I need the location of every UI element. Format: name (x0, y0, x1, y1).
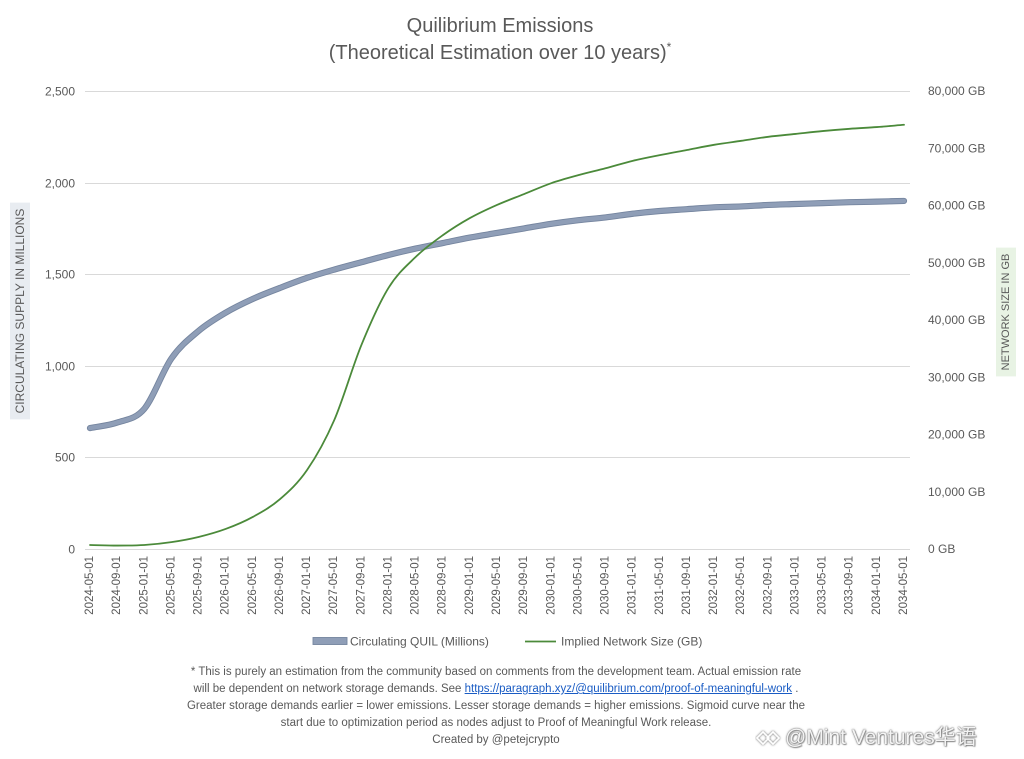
chart-subtitle-text: (Theoretical Estimation over 10 years) (328, 42, 667, 64)
y2-tick-label: 10,000 GB (928, 485, 985, 499)
x-tick-label: 2029-05-01 (491, 556, 503, 615)
y2-tick-label: 50,000 GB (928, 256, 985, 270)
x-tick-label: 2027-05-01 (328, 556, 340, 615)
footnote-link[interactable]: https://paragraph.xyz/@quilibrium.com/pr… (464, 683, 793, 695)
footnote-credit: Created by @petejcrypto (432, 734, 560, 746)
x-tick-label: 2034-05-01 (898, 556, 910, 615)
y-tick-label: 0 (68, 543, 75, 557)
x-tick-label: 2028-05-01 (410, 556, 422, 615)
y2-tick-label: 60,000 GB (928, 199, 985, 213)
y2-tick-label: 40,000 GB (928, 313, 985, 327)
x-tick-label: 2024-09-01 (111, 556, 123, 615)
y-tick-label: 500 (55, 451, 75, 465)
x-tick-label: 2027-01-01 (301, 556, 313, 615)
y-axis-title: CIRCULATING SUPPLY IN MILLIONS (13, 209, 27, 414)
y2-tick-label: 20,000 GB (928, 428, 985, 442)
legend-label-implied-network-size: Implied Network Size (GB) (561, 635, 702, 649)
gridlines (85, 91, 910, 550)
y-tick-label: 1,500 (45, 268, 75, 282)
x-tick-label: 2027-09-01 (355, 556, 367, 615)
footnote-line-1: * This is purely an estimation from the … (190, 666, 802, 678)
x-tick-label: 2030-01-01 (545, 556, 557, 615)
series-line-implied-network-size (89, 123, 905, 547)
x-tick-label: 2024-05-01 (84, 556, 96, 615)
x-tick-label: 2028-01-01 (382, 556, 394, 615)
series-line-circulating-quil (87, 198, 907, 431)
x-tick-label: 2026-05-01 (247, 556, 259, 615)
y-tick-label: 2,000 (45, 177, 75, 191)
x-tick-label: 2025-09-01 (193, 556, 205, 615)
x-tick-label: 2032-01-01 (708, 556, 720, 615)
x-tick-label: 2030-09-01 (600, 556, 612, 615)
y2-tick-label: 70,000 GB (928, 141, 985, 155)
x-tick-label: 2031-01-01 (627, 556, 639, 615)
y2-tick-label: 0 GB (928, 542, 955, 556)
y2-tick-label: 30,000 GB (928, 370, 985, 384)
x-tick-label: 2028-09-01 (437, 556, 449, 615)
x-tick-label: 2025-01-01 (138, 556, 150, 615)
legend-label-circulating-quil: Circulating QUIL (Millions) (350, 635, 489, 649)
x-tick-label: 2031-05-01 (654, 556, 666, 615)
legend-swatch-circulating-quil (312, 637, 348, 645)
y2-tick-label: 80,000 GB (928, 84, 985, 98)
watermark-text: @Mint Ventures华语 (785, 726, 977, 749)
x-tick-label: 2026-09-01 (274, 556, 286, 615)
watermark: @Mint Ventures华语 (755, 724, 1021, 752)
x-tick-label: 2025-05-01 (165, 556, 177, 615)
x-tick-label: 2029-01-01 (464, 556, 476, 615)
legend: Circulating QUIL (Millions) Implied Netwo… (312, 635, 702, 649)
x-tick-label: 2026-01-01 (220, 556, 232, 615)
y2-axis-title-background (996, 247, 1016, 377)
footnote-line-3: Greater storage demands earlier = lower … (186, 700, 806, 712)
x-tick-label: 2033-09-01 (844, 556, 856, 615)
footnote: * This is purely an estimation from the … (0, 664, 992, 749)
x-tick-label: 2034-01-01 (871, 556, 883, 615)
chart-subtitle: (Theoretical Estimation over 10 years)* (0, 41, 1000, 65)
y-axis-title-group: CIRCULATING SUPPLY IN MILLIONS (10, 202, 30, 420)
y-axis-title-background (10, 202, 30, 420)
x-tick-label: 2033-05-01 (817, 556, 829, 615)
axis-titles: CIRCULATING SUPPLY IN MILLIONS NETWORK SI… (10, 202, 1016, 420)
y2-axis-title-group: NETWORK SIZE IN GB (996, 247, 1016, 377)
footnote-line-2: will be dependent on network storage dem… (0, 681, 992, 698)
footnote-marker: * (666, 40, 672, 54)
footnote-line-4: start due to optimization period as node… (280, 717, 712, 729)
x-axis-ticks: 2024-05-01 2024-09-01 2025-01-01 2025-05-01… (84, 556, 910, 615)
x-tick-label: 2029-09-01 (518, 556, 530, 615)
mint-ventures-logo-icon (755, 730, 781, 746)
x-tick-label: 2030-05-01 (572, 556, 584, 615)
y-tick-label: 2,500 (45, 85, 75, 99)
left-axis-ticks: 0 500 1,000 1,500 2,000 2,500 (45, 85, 75, 557)
footnote-line-2-end: . (795, 683, 799, 695)
x-tick-label: 2031-09-01 (681, 556, 693, 615)
x-tick-label: 2032-09-01 (762, 556, 774, 615)
y-tick-label: 1,000 (45, 360, 75, 374)
plot-series (86, 123, 908, 547)
footnote-line-2-text: will be dependent on network storage dem… (193, 683, 462, 695)
right-axis-ticks: 0 GB 10,000 GB 20,000 GB 30,000 GB 40,000 GB… (928, 84, 985, 556)
y2-axis-title: NETWORK SIZE IN GB (1000, 254, 1012, 371)
x-tick-label: 2033-01-01 (789, 556, 801, 615)
chart-title: Quilibrium Emissions (406, 15, 594, 37)
x-tick-label: 2032-05-01 (735, 556, 747, 615)
